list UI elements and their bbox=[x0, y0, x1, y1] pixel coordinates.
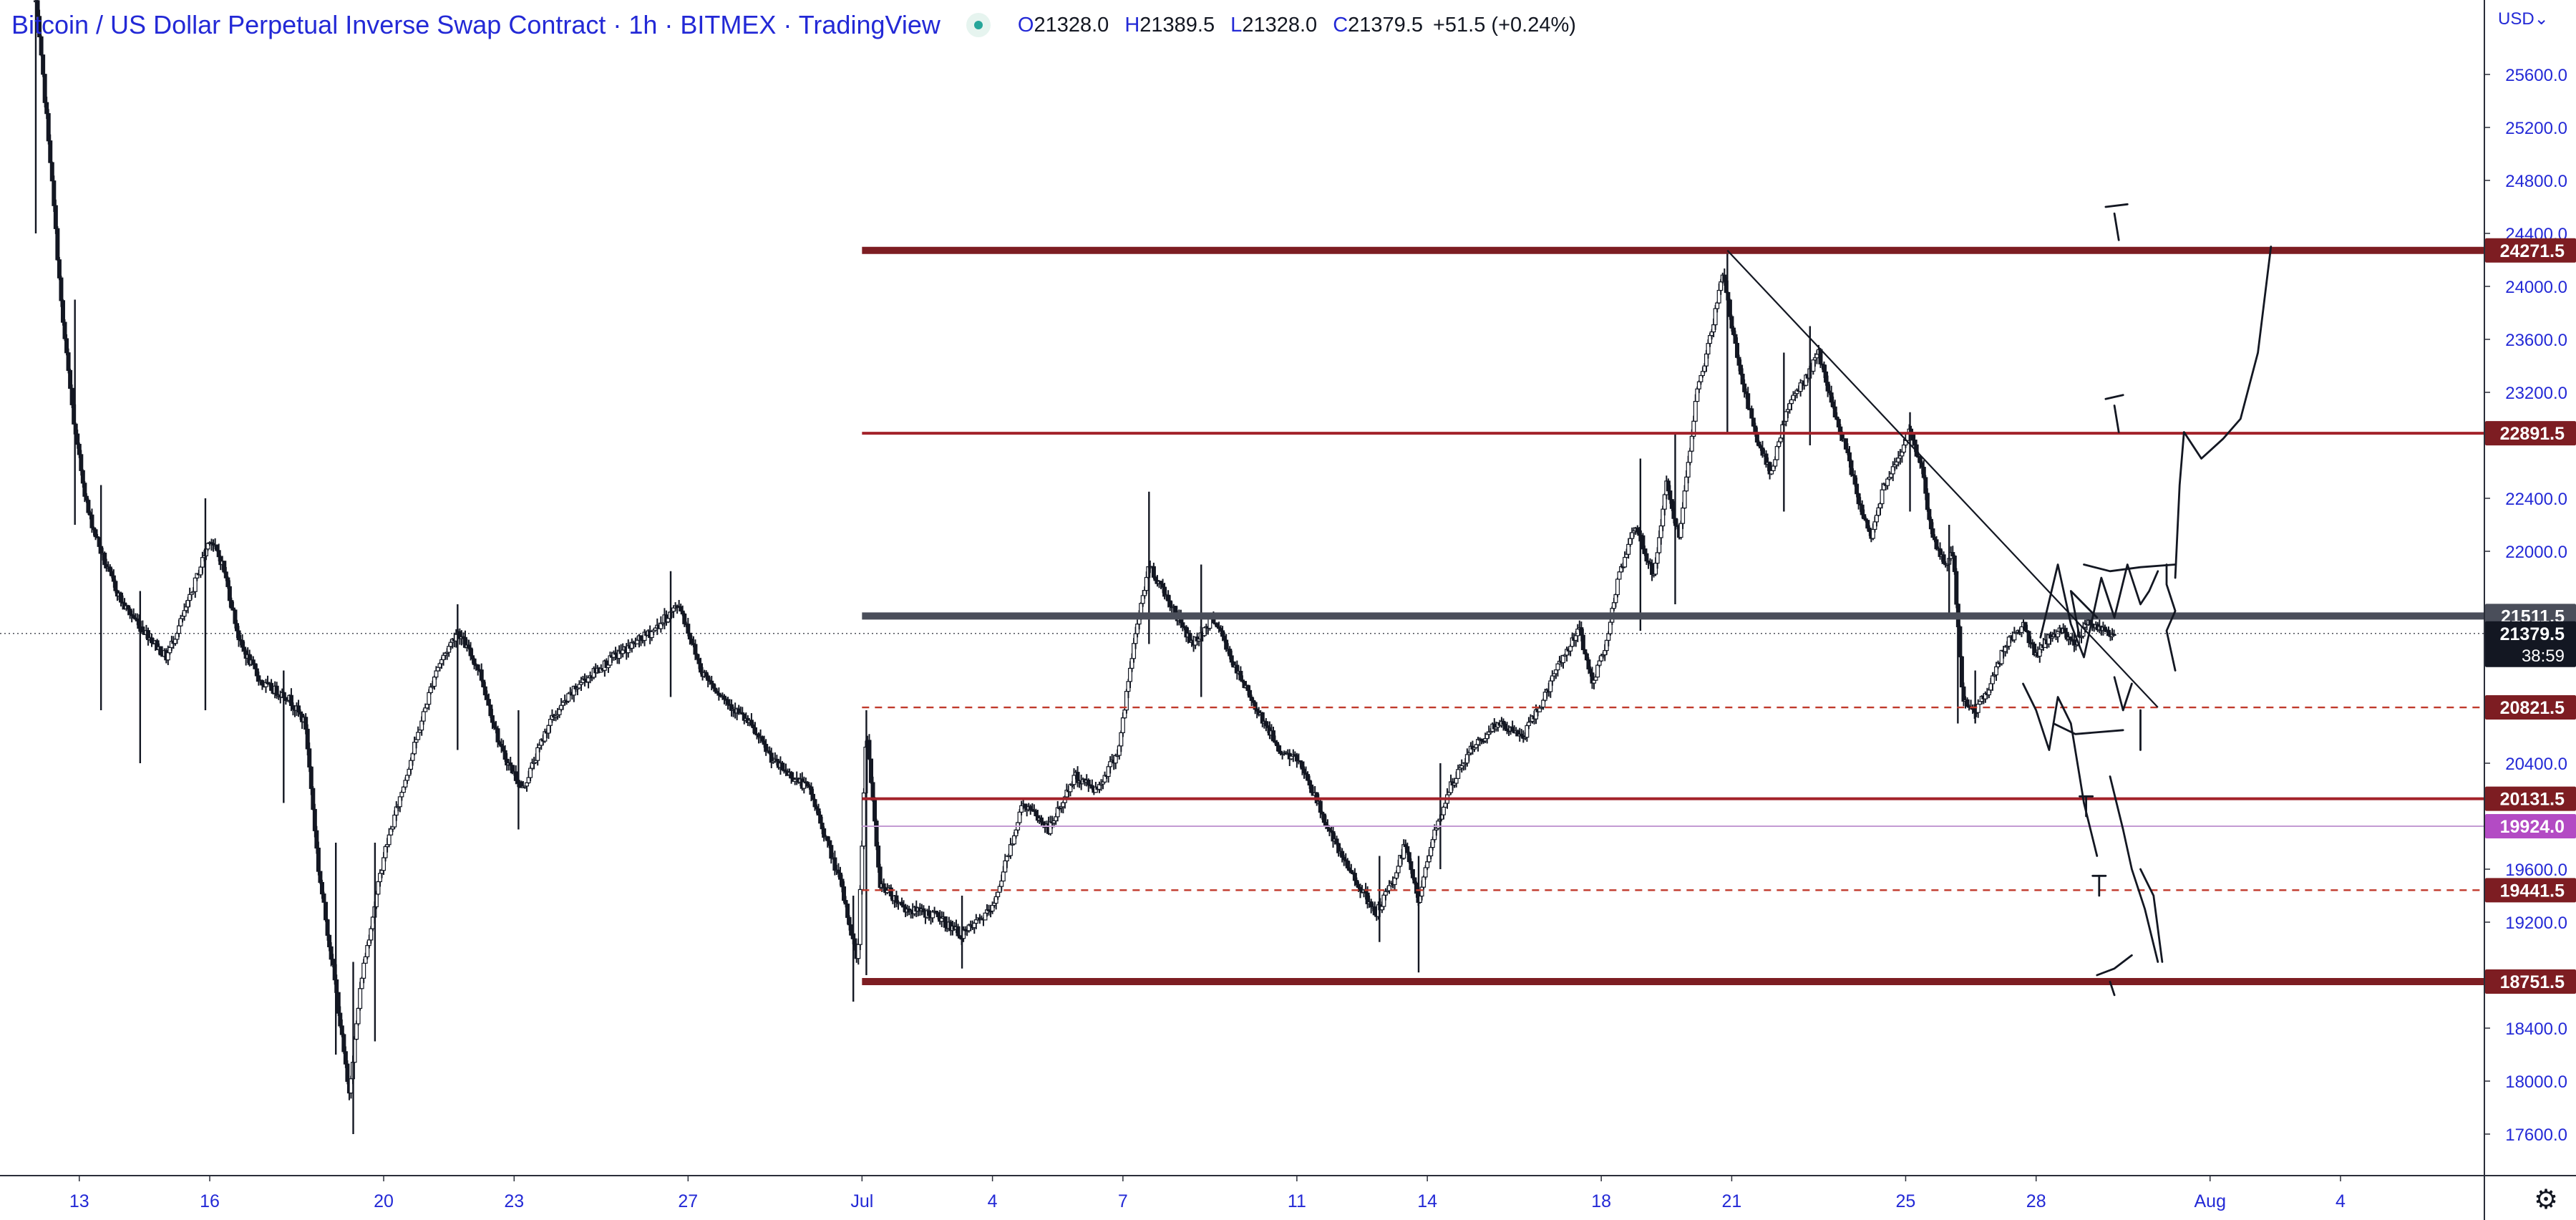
candle-12 bbox=[55, 226, 60, 261]
y-tick-label-3: 19200.0 bbox=[2505, 914, 2567, 933]
level-badge-18751.5-text: 18751.5 bbox=[2500, 972, 2565, 992]
current-price-badge[interactable]: 21379.5 38:59 bbox=[2485, 621, 2576, 667]
candle-1063 bbox=[1959, 656, 1964, 688]
level-badge-19441.5-text: 19441.5 bbox=[2500, 881, 2565, 901]
level-badge-18751.5[interactable]: 18751.5 bbox=[2485, 969, 2576, 994]
y-tick-label-10: 24000.0 bbox=[2505, 278, 2567, 297]
high-key: H bbox=[1124, 13, 1140, 37]
currency-label: USD bbox=[2498, 9, 2534, 29]
x-tick-label-2: 20 bbox=[374, 1191, 394, 1211]
change-value: +51.5 (+0.24%) bbox=[1432, 13, 1576, 37]
candle-455 bbox=[857, 885, 862, 951]
open-key: O bbox=[1017, 13, 1034, 37]
gear-icon[interactable]: ⚙ bbox=[2534, 1185, 2559, 1215]
y-tick-label-7: 22400.0 bbox=[2505, 490, 2567, 509]
drawing-4[interactable] bbox=[2174, 246, 2273, 579]
market-status-icon bbox=[966, 13, 991, 37]
level-badge-20131.5[interactable]: 20131.5 bbox=[2485, 786, 2576, 811]
open-value: 21328.0 bbox=[1034, 13, 1109, 37]
drawing-18[interactable] bbox=[2096, 954, 2133, 977]
level-badge-19924.0-text: 19924.0 bbox=[2500, 817, 2565, 837]
low-value: 21328.0 bbox=[1242, 13, 1318, 37]
level-badge-24271.5[interactable]: 24271.5 bbox=[2485, 238, 2576, 263]
level-badge-22891.5[interactable]: 22891.5 bbox=[2485, 421, 2576, 446]
drawing-11[interactable] bbox=[2113, 212, 2120, 241]
level-badge-24271.5-text: 24271.5 bbox=[2500, 241, 2565, 261]
drawing-8[interactable] bbox=[2113, 676, 2133, 712]
drawing-0[interactable] bbox=[2039, 563, 2159, 659]
x-tick-label-7: 7 bbox=[1118, 1191, 1128, 1211]
candle-1060 bbox=[1954, 568, 1959, 609]
level-badge-20821.5[interactable]: 20821.5 bbox=[2485, 695, 2576, 720]
x-tick-label-1: 16 bbox=[200, 1191, 220, 1211]
x-tick-label-13: 28 bbox=[2026, 1191, 2046, 1211]
current-price-badge-text: 21379.5 bbox=[2500, 624, 2565, 644]
symbol-title[interactable]: Bitcoin / US Dollar Perpetual Inverse Sw… bbox=[11, 10, 941, 39]
drawing-10[interactable] bbox=[2104, 203, 2129, 208]
level-badge-19441.5[interactable]: 19441.5 bbox=[2485, 878, 2576, 903]
level-badge-20821.5-text: 20821.5 bbox=[2500, 698, 2565, 718]
level-badge-22891.5-text: 22891.5 bbox=[2500, 424, 2565, 444]
price-labels: 24271.522891.521511.520821.520131.519924… bbox=[2485, 238, 2576, 994]
candle-538 bbox=[1008, 838, 1013, 859]
y-tick-label-0: 17600.0 bbox=[2505, 1125, 2567, 1145]
ohlc-values: O21328.0 H21389.5 L21328.0 C21379.5 bbox=[1018, 14, 1433, 37]
y-tick-label-9: 23600.0 bbox=[2505, 331, 2567, 350]
drawing-7[interactable] bbox=[2109, 775, 2159, 963]
candle-1062 bbox=[1958, 625, 1963, 658]
high-value: 21389.5 bbox=[1139, 13, 1215, 37]
close-value: 21379.5 bbox=[1348, 13, 1423, 37]
horizontal-levels bbox=[0, 246, 2484, 985]
low-key: L bbox=[1230, 13, 1243, 37]
hand-drawings bbox=[2022, 203, 2273, 997]
trendline[interactable] bbox=[1726, 250, 2159, 708]
x-tick-label-6: 4 bbox=[988, 1191, 998, 1211]
y-tick-label-13: 25200.0 bbox=[2505, 119, 2567, 138]
drawing-19[interactable] bbox=[2109, 980, 2116, 997]
drawing-1[interactable] bbox=[2083, 563, 2177, 573]
y-tick-label-6: 22000.0 bbox=[2505, 543, 2567, 562]
y-tick-label-14: 25600.0 bbox=[2505, 66, 2567, 85]
close-key: C bbox=[1333, 13, 1348, 37]
x-tick-label-0: 13 bbox=[69, 1191, 89, 1211]
candlestick-series bbox=[33, 0, 2116, 1134]
level-badge-20131.5-text: 20131.5 bbox=[2500, 790, 2565, 810]
x-tick-label-14: Aug bbox=[2194, 1191, 2225, 1211]
chart-legend: Bitcoin / US Dollar Perpetual Inverse Sw… bbox=[11, 7, 1576, 43]
drawing-13[interactable] bbox=[2113, 405, 2120, 433]
x-tick-label-4: 27 bbox=[678, 1191, 698, 1211]
x-tick-label-8: 11 bbox=[1288, 1191, 1306, 1211]
drawing-12[interactable] bbox=[2104, 394, 2124, 400]
x-tick-label-10: 18 bbox=[1591, 1191, 1611, 1211]
currency-selector[interactable]: USD⌄ bbox=[2498, 9, 2549, 29]
candle-246 bbox=[479, 663, 484, 682]
drawing-6[interactable] bbox=[2052, 722, 2124, 735]
chevron-down-icon: ⌄ bbox=[2534, 9, 2549, 29]
drawing-3[interactable] bbox=[2165, 563, 2177, 672]
y-tick-label-2: 18400.0 bbox=[2505, 1020, 2567, 1039]
drawing-2[interactable] bbox=[2069, 590, 2099, 639]
x-tick-label-11: 21 bbox=[1722, 1191, 1742, 1211]
y-tick-label-1: 18000.0 bbox=[2505, 1073, 2567, 1092]
time-axis-bg[interactable] bbox=[0, 1176, 2576, 1220]
candle-873 bbox=[1615, 577, 1620, 598]
y-tick-label-5: 20400.0 bbox=[2505, 755, 2567, 774]
candle-947 bbox=[1749, 405, 1754, 419]
y-tick-label-12: 24800.0 bbox=[2505, 172, 2567, 191]
candle-4 bbox=[41, 54, 46, 77]
candle-211 bbox=[416, 726, 421, 740]
current-price-badge-countdown: 38:59 bbox=[2522, 647, 2565, 666]
x-tick-label-5: Jul bbox=[850, 1191, 873, 1211]
y-tick-label-8: 23200.0 bbox=[2505, 384, 2567, 403]
x-tick-label-12: 25 bbox=[1896, 1191, 1916, 1211]
level-badge-19924.0[interactable]: 19924.0 bbox=[2485, 814, 2576, 839]
x-tick-label-15: 4 bbox=[2336, 1191, 2346, 1211]
drawing-5[interactable] bbox=[2022, 682, 2099, 857]
y-tick-label-4: 19600.0 bbox=[2505, 861, 2567, 880]
x-tick-label-9: 14 bbox=[1417, 1191, 1437, 1211]
x-tick-label-3: 23 bbox=[504, 1191, 524, 1211]
drawing-9[interactable] bbox=[2139, 868, 2164, 963]
